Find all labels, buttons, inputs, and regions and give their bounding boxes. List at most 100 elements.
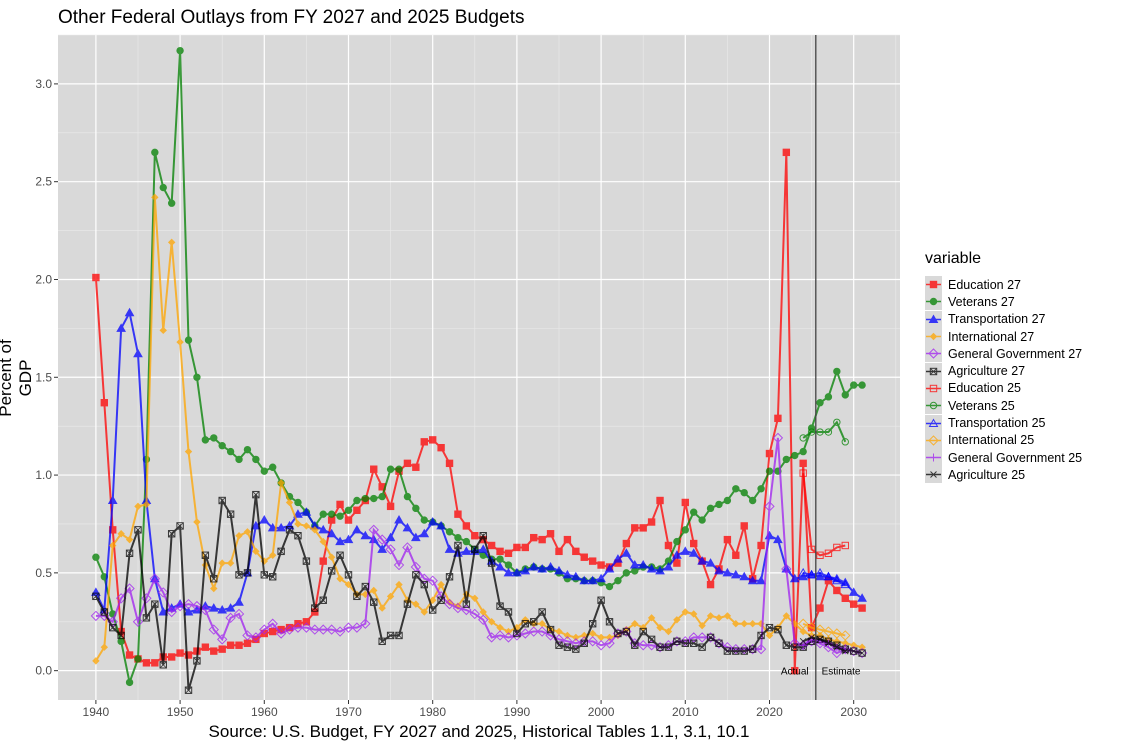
data-point-x [403, 600, 411, 608]
data-point [353, 592, 361, 601]
data-point [201, 551, 210, 559]
y-tick-label: 3.0 [35, 77, 52, 91]
data-point [824, 393, 833, 401]
legend-key [925, 345, 942, 363]
data-point [134, 655, 142, 663]
plot-panel [58, 35, 900, 700]
data-point [184, 651, 193, 659]
data-point [928, 314, 939, 323]
data-point [520, 628, 531, 639]
data-point [757, 631, 765, 640]
data-point [537, 563, 548, 573]
data-point [929, 280, 938, 289]
data-point-x [631, 641, 639, 649]
data-point [755, 643, 767, 655]
data-point [732, 485, 740, 493]
data-point [730, 569, 741, 579]
data-point-x [471, 545, 479, 553]
data-point [319, 557, 327, 565]
data-point [191, 600, 203, 612]
data-point [690, 508, 698, 516]
data-point [774, 414, 782, 423]
data-point [311, 526, 319, 534]
data-point [646, 563, 657, 573]
data-point-x [740, 647, 748, 655]
data-point [782, 612, 791, 620]
data-point [445, 459, 454, 468]
data-point [277, 547, 285, 556]
data-point [445, 528, 454, 536]
data-point-x [218, 497, 226, 504]
data-point [293, 509, 303, 518]
data-point [478, 614, 489, 626]
data-point [680, 546, 691, 555]
data-point [841, 594, 849, 602]
series-education-25 [799, 469, 849, 559]
data-point [930, 471, 937, 479]
data-point-x [504, 608, 512, 616]
data-point [580, 631, 588, 640]
data-point [226, 510, 235, 518]
data-point [715, 500, 723, 509]
data-point [555, 641, 563, 649]
data-point [149, 573, 161, 584]
data-point-x [185, 686, 192, 694]
data-point [824, 549, 833, 558]
data-point [370, 586, 378, 595]
x-tick-label: 2000 [588, 705, 615, 719]
data-point [554, 565, 564, 575]
data-point [486, 632, 497, 643]
y-tick-label: 2.0 [35, 272, 52, 286]
data-point [656, 496, 664, 505]
data-point [242, 630, 253, 641]
data-point [117, 631, 125, 640]
data-point [722, 567, 733, 577]
data-point [928, 348, 939, 360]
data-point [158, 606, 169, 616]
data-point [134, 502, 142, 511]
data-point [807, 428, 816, 436]
data-point [928, 418, 939, 427]
data-point [563, 535, 572, 544]
legend-key [925, 310, 942, 328]
data-point [158, 587, 169, 598]
data-point [681, 498, 689, 507]
data-point-x [159, 661, 167, 669]
data-point-x [311, 604, 319, 612]
series-international-27 [92, 193, 866, 665]
data-point [791, 451, 799, 460]
data-point [444, 544, 455, 553]
data-point [437, 580, 445, 589]
data-point-x [142, 614, 150, 622]
data-point [496, 602, 504, 610]
data-point [92, 592, 100, 601]
data-point-x [227, 510, 235, 518]
data-point [352, 524, 362, 534]
data-point [142, 614, 151, 622]
data-point [825, 639, 832, 647]
data-point [764, 501, 775, 512]
data-point [740, 620, 748, 628]
data-point [294, 498, 302, 507]
x-tick-label: 2020 [756, 705, 783, 719]
data-point [799, 447, 807, 456]
data-point [327, 553, 336, 561]
legend-item: General Government 25 [925, 449, 1082, 467]
data-point [513, 629, 521, 638]
data-point [267, 618, 278, 629]
data-point [151, 193, 159, 202]
data-point [631, 567, 639, 575]
data-point [772, 432, 784, 444]
data-point [336, 575, 344, 583]
data-point-x [319, 596, 327, 604]
data-point [233, 608, 245, 620]
data-point [225, 603, 236, 612]
data-point-x [715, 639, 723, 647]
data-point [235, 571, 243, 579]
data-point [208, 603, 219, 612]
data-point [386, 465, 395, 473]
data-point [495, 561, 505, 571]
data-point [823, 626, 834, 637]
legend-key [925, 449, 942, 467]
data-point [428, 436, 437, 444]
